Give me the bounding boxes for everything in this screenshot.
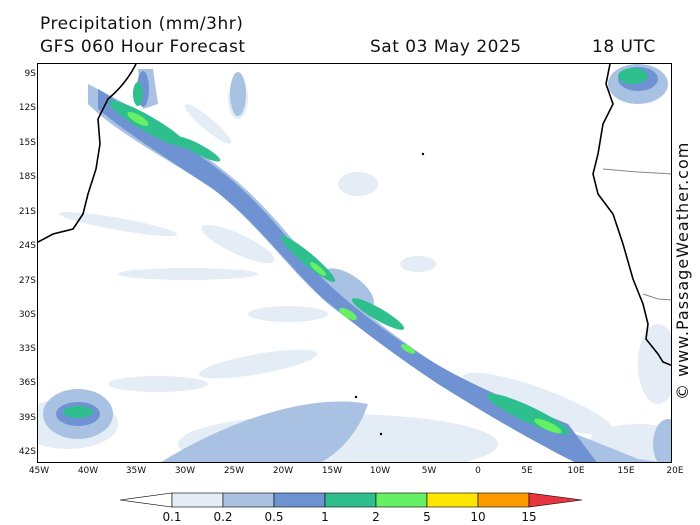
legend-swatch [171,492,224,508]
lon-label: 15W [321,466,343,476]
lon-label: 35W [125,466,147,476]
legend-color-bar [120,492,583,508]
legend-value: 5 [423,510,431,524]
legend-value: 15 [521,510,537,524]
country-borders [602,168,671,301]
lat-label: 30S [18,310,36,320]
lat-label: 39S [18,413,36,423]
legend-swatch [324,492,377,508]
forecast-model: GFS 060 Hour Forecast [40,37,246,57]
lat-label: 21S [18,207,36,217]
copyright-text: © www.PassageWeather.com [673,141,692,400]
legend-value: 10 [470,510,486,524]
lat-label: 15S [18,138,36,148]
legend-value: 0.1 [162,510,182,524]
lat-label: 27S [18,276,36,286]
lon-label: 15E [617,466,635,476]
lon-label: 25W [223,466,245,476]
islands [354,152,425,436]
lon-label: 5W [421,466,437,476]
map-svg [38,64,671,462]
lon-label: 45W [28,466,50,476]
legend-swatch [222,492,275,508]
legend-swatch [273,492,326,508]
coastlines [38,64,671,367]
legend-swatch [426,492,479,508]
lat-label: 33S [18,344,36,354]
lat-label: 18S [18,172,36,182]
lon-label: 10E [567,466,585,476]
lon-label: 5E [521,466,533,476]
lat-label: 42S [18,447,36,457]
lon-label: 0 [475,466,481,476]
lat-label: 9S [24,69,36,79]
legend-swatch [528,492,583,508]
lat-label: 24S [18,241,36,251]
forecast-date: Sat 03 May 2025 [370,37,522,57]
legend-swatch [120,492,173,508]
lat-label: 12S [18,103,36,113]
lon-label: 10W [369,466,391,476]
map-title: Precipitation (mm/3hr) [40,14,244,34]
precip-green [127,112,562,434]
legend-value: 0.5 [264,510,284,524]
forecast-time: 18 UTC [592,37,656,57]
lon-label: 40W [77,466,99,476]
legend-swatch [375,492,428,508]
legend-value: 2 [372,510,380,524]
lon-label: 20W [272,466,294,476]
legend-value: 0.2 [213,510,233,524]
legend-swatch [477,492,530,508]
lon-label: 20E [666,466,684,476]
precipitation-map [37,63,672,463]
legend-value: 1 [321,510,329,524]
lon-label: 30W [174,466,196,476]
lat-label: 36S [18,378,36,388]
